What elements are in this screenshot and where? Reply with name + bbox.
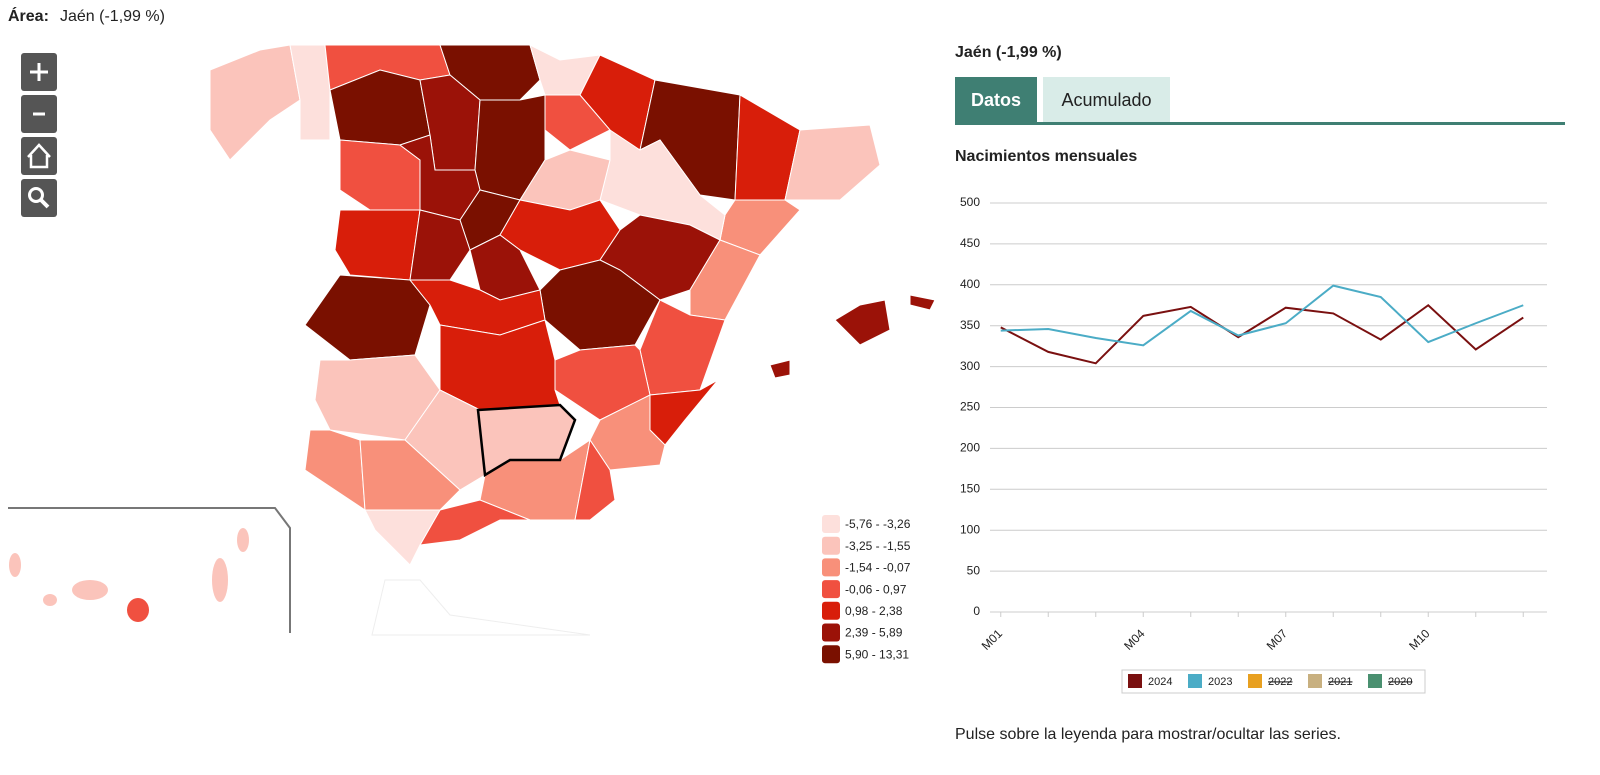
- x-tick-label: M07: [1264, 626, 1291, 653]
- search-button[interactable]: [21, 179, 57, 217]
- legend-swatch[interactable]: [1368, 674, 1382, 688]
- zoom-controls: [21, 53, 57, 217]
- legend-label[interactable]: 2023: [1208, 676, 1232, 688]
- area-value: Jaén (-1,99 %): [60, 8, 165, 25]
- legend-label: -0,06 - 0,97: [845, 582, 907, 596]
- y-tick-label: 400: [960, 277, 980, 291]
- y-tick-label: 200: [960, 441, 980, 455]
- tab-label: Acumulado: [1061, 90, 1151, 110]
- map-legend: -5,76 - -3,26 -3,25 - -1,55 -1,54 - -0,07 -…: [822, 515, 911, 664]
- legend-label: -1,54 - -0,07: [845, 561, 911, 575]
- legend-swatch: [822, 558, 840, 577]
- x-tick-label: M10: [1406, 626, 1433, 653]
- legend-swatch[interactable]: [1188, 674, 1202, 688]
- y-tick-label: 50: [967, 563, 981, 577]
- chart-title: Nacimientos mensuales: [955, 148, 1137, 165]
- y-tick-label: 150: [960, 481, 980, 495]
- legend-swatch: [822, 623, 840, 642]
- legend-swatch: [822, 536, 840, 555]
- x-tick-label: M01: [979, 626, 1006, 653]
- legend-label[interactable]: 2022: [1268, 676, 1292, 688]
- legend-swatch: [822, 515, 840, 533]
- legend-swatch: [822, 601, 840, 620]
- legend-swatch: [822, 580, 840, 599]
- legend-label[interactable]: 2021: [1328, 676, 1352, 688]
- chart-legend: 2024 2023 2022 2021 2020: [1128, 674, 1412, 688]
- x-tick-label: M04: [1121, 626, 1148, 653]
- legend-label: 5,90 - 13,31: [845, 647, 909, 661]
- panel-title: Jaén (-1,99 %): [955, 44, 1062, 61]
- home-button[interactable]: [21, 137, 57, 175]
- tab-label: Datos: [971, 90, 1021, 110]
- y-tick-label: 250: [960, 400, 980, 414]
- legend-swatch[interactable]: [1308, 674, 1322, 688]
- legend-label: 2,39 - 5,89: [845, 626, 903, 640]
- y-tick-label: 350: [960, 318, 980, 332]
- y-tick-label: 300: [960, 359, 980, 373]
- y-tick-label: 0: [973, 604, 980, 618]
- legend-label[interactable]: 2020: [1388, 676, 1412, 688]
- tab[interactable]: [955, 77, 1037, 123]
- series-line: [1000, 284, 1524, 347]
- tabs: Datos Acumulado: [955, 77, 1170, 123]
- area-label: Área:: [8, 6, 49, 25]
- legend-label[interactable]: 2024: [1148, 676, 1172, 688]
- legend-label: 0,98 - 2,38: [845, 604, 903, 618]
- y-tick-label: 100: [960, 522, 980, 536]
- map[interactable]: [8, 44, 936, 636]
- series-line: [1000, 303, 1524, 365]
- legend-swatch: [822, 645, 840, 664]
- legend-label: -3,25 - -1,55: [845, 539, 911, 553]
- tab[interactable]: [1043, 77, 1170, 123]
- note: Pulse sobre la leyenda para mostrar/ocul…: [955, 726, 1341, 743]
- legend-swatch[interactable]: [1248, 674, 1262, 688]
- legend-label: -5,76 - -3,26: [845, 517, 911, 531]
- legend-swatch[interactable]: [1128, 674, 1142, 688]
- y-tick-label: 500: [960, 195, 980, 209]
- tab-underline: [955, 122, 1565, 125]
- chart: 0 50 100 150 200 250 300 350 400 450 500 M01 M04 M07 M…: [960, 195, 1547, 653]
- y-tick-label: 450: [960, 236, 980, 250]
